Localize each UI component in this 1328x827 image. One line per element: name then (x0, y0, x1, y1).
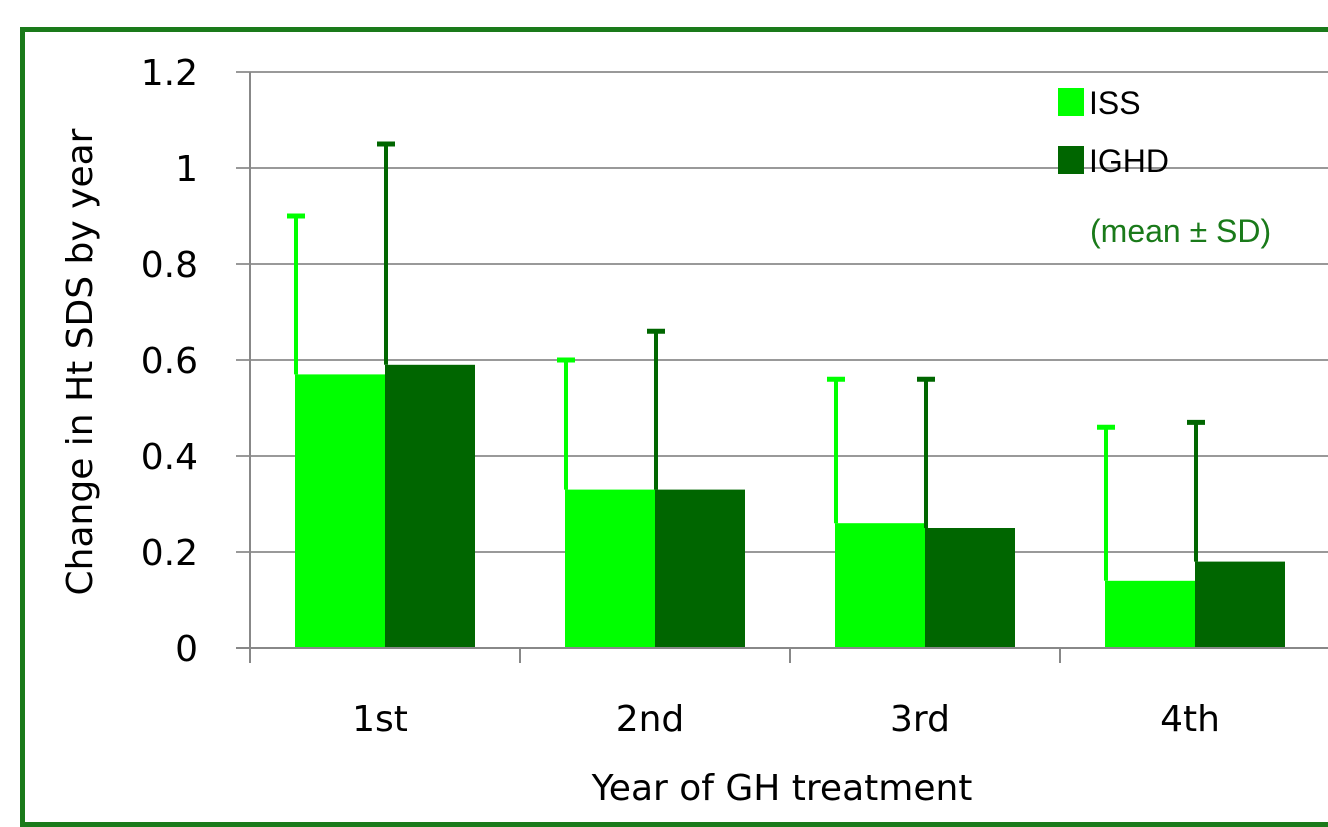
x-tick-label: 4th (1160, 699, 1220, 740)
y-tick-label: 1.2 (141, 53, 198, 94)
y-tick-label: 0.2 (141, 533, 198, 574)
bar-ighd-4th (1195, 561, 1285, 648)
bar-ighd-2nd (655, 489, 745, 648)
y-tick-label: 0 (175, 629, 198, 670)
bar-iss-4th (1105, 580, 1195, 648)
legend: ISS IGHD (mean ± SD) (1058, 85, 1271, 249)
y-tick-labels: 0 0.2 0.4 0.6 0.8 1 1.2 (141, 53, 198, 670)
y-tick-label: 0.8 (141, 245, 198, 286)
legend-swatch-iss (1058, 88, 1084, 116)
legend-swatch-ighd (1058, 146, 1084, 174)
x-tick-labels: 1st 2nd 3rd 4th (352, 699, 1220, 740)
x-tick-label: 3rd (890, 699, 950, 740)
y-axis-label: Change in Ht SDS by year (60, 128, 101, 595)
y-tick-label: 1 (175, 149, 198, 190)
bar-iss-1st (295, 374, 385, 648)
x-tick-label: 1st (352, 699, 408, 740)
error-bars (287, 141, 1205, 581)
axes (236, 72, 1328, 663)
y-tick-label: 0.6 (141, 341, 198, 382)
bars (295, 364, 1285, 648)
legend-label-ighd: IGHD (1089, 143, 1169, 179)
legend-note: (mean ± SD) (1090, 213, 1271, 249)
x-tick-label: 2nd (616, 699, 685, 740)
legend-label-iss: ISS (1089, 85, 1141, 121)
bar-iss-2nd (565, 489, 655, 648)
bar-ighd-1st (385, 364, 475, 648)
bar-ighd-3rd (925, 528, 1015, 648)
bar-iss-3rd (835, 523, 925, 648)
y-tick-label: 0.4 (141, 437, 198, 478)
x-axis-label: Year of GH treatment (591, 768, 973, 809)
